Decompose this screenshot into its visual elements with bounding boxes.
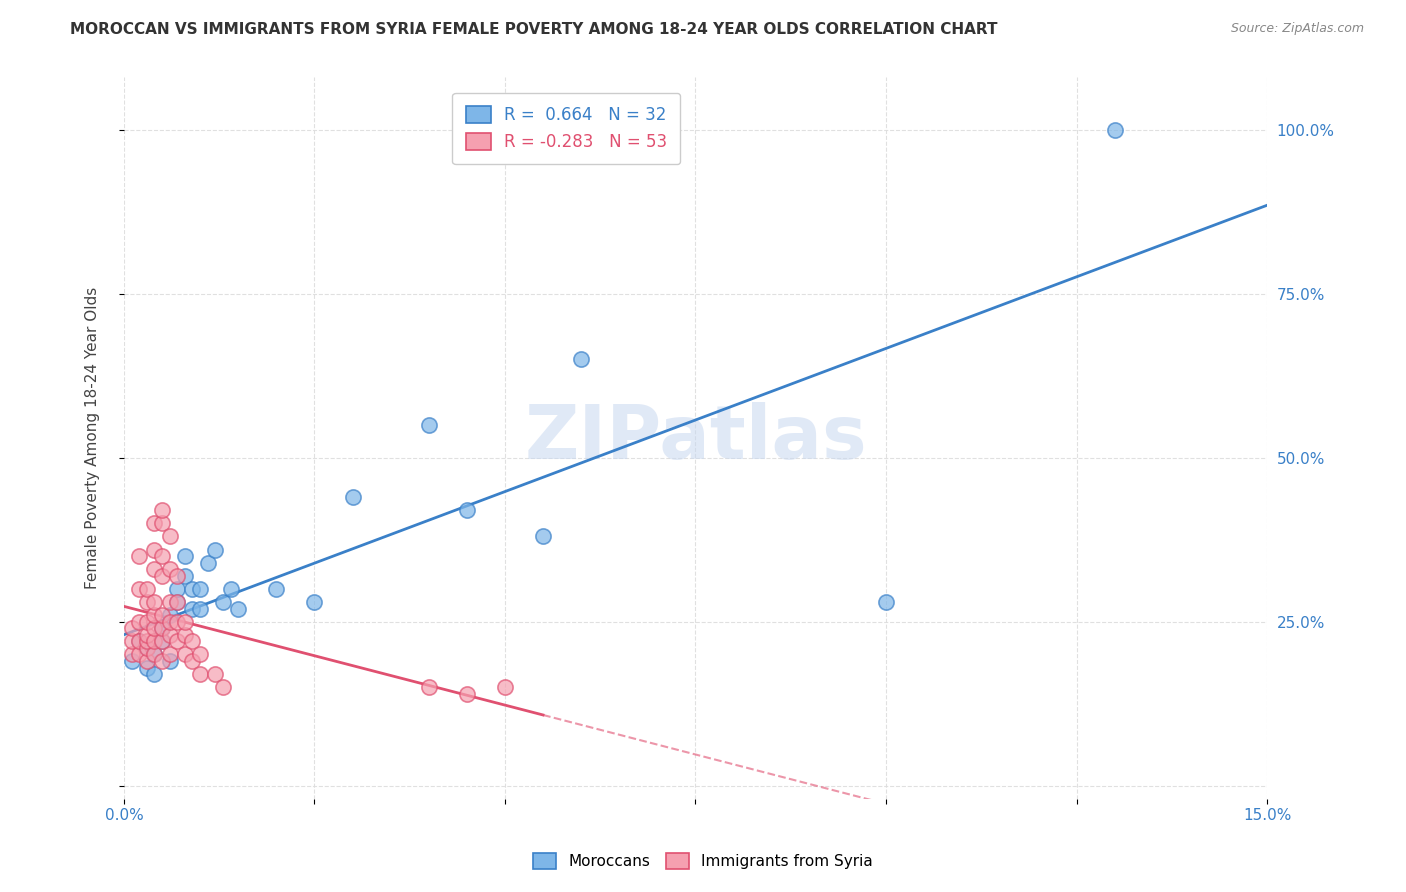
Point [166, 615, 188, 629]
Point [219, 582, 242, 596]
Point [121, 648, 143, 662]
Point [1104, 123, 1126, 137]
Point [121, 654, 143, 668]
Point [128, 648, 150, 662]
Point [143, 648, 166, 662]
Point [166, 595, 188, 609]
Point [128, 549, 150, 563]
Point [135, 615, 157, 629]
Point [212, 595, 235, 609]
Point [135, 595, 157, 609]
Point [166, 569, 188, 583]
Point [181, 654, 204, 668]
Point [188, 667, 211, 681]
Point [173, 628, 195, 642]
Point [173, 615, 195, 629]
Point [188, 582, 211, 596]
Point [159, 654, 181, 668]
Point [304, 595, 326, 609]
Point [143, 562, 166, 576]
Point [135, 654, 157, 668]
Legend: Moroccans, Immigrants from Syria: Moroccans, Immigrants from Syria [527, 847, 879, 875]
Point [128, 634, 150, 648]
Point [150, 621, 173, 635]
Point [875, 595, 897, 609]
Point [143, 516, 166, 531]
Point [569, 352, 592, 367]
Point [166, 634, 188, 648]
Point [150, 621, 173, 635]
Point [150, 634, 173, 648]
Point [181, 601, 204, 615]
Point [159, 529, 181, 543]
Y-axis label: Female Poverty Among 18-24 Year Olds: Female Poverty Among 18-24 Year Olds [86, 287, 100, 590]
Point [150, 503, 173, 517]
Point [135, 640, 157, 655]
Text: Source: ZipAtlas.com: Source: ZipAtlas.com [1230, 22, 1364, 36]
Legend: R =  0.664   N = 32, R = -0.283   N = 53: R = 0.664 N = 32, R = -0.283 N = 53 [453, 93, 681, 164]
Point [204, 667, 226, 681]
Point [204, 542, 226, 557]
Point [159, 648, 181, 662]
Point [143, 634, 166, 648]
Point [266, 582, 288, 596]
Point [143, 648, 166, 662]
Point [173, 549, 195, 563]
Point [188, 601, 211, 615]
Point [456, 687, 478, 701]
Point [150, 634, 173, 648]
Point [166, 582, 188, 596]
Point [128, 634, 150, 648]
Point [188, 648, 211, 662]
Point [128, 582, 150, 596]
Point [159, 615, 181, 629]
Point [181, 582, 204, 596]
Point [150, 608, 173, 623]
Point [159, 595, 181, 609]
Point [159, 628, 181, 642]
Point [143, 621, 166, 635]
Point [121, 621, 143, 635]
Point [197, 556, 219, 570]
Point [226, 601, 249, 615]
Point [135, 634, 157, 648]
Point [150, 549, 173, 563]
Point [159, 608, 181, 623]
Point [150, 516, 173, 531]
Point [135, 660, 157, 674]
Point [128, 615, 150, 629]
Text: MOROCCAN VS IMMIGRANTS FROM SYRIA FEMALE POVERTY AMONG 18-24 YEAR OLDS CORRELATI: MOROCCAN VS IMMIGRANTS FROM SYRIA FEMALE… [70, 22, 998, 37]
Point [143, 542, 166, 557]
Point [143, 595, 166, 609]
Point [531, 529, 554, 543]
Text: ZIPatlas: ZIPatlas [524, 401, 866, 475]
Point [212, 680, 235, 694]
Point [494, 680, 516, 694]
Point [418, 680, 440, 694]
Point [456, 503, 478, 517]
Point [135, 582, 157, 596]
Point [135, 628, 157, 642]
Point [173, 569, 195, 583]
Point [342, 490, 364, 504]
Point [418, 417, 440, 432]
Point [150, 654, 173, 668]
Point [181, 634, 204, 648]
Point [150, 569, 173, 583]
Point [143, 667, 166, 681]
Point [143, 608, 166, 623]
Point [166, 595, 188, 609]
Point [173, 648, 195, 662]
Point [135, 640, 157, 655]
Point [121, 634, 143, 648]
Point [159, 562, 181, 576]
